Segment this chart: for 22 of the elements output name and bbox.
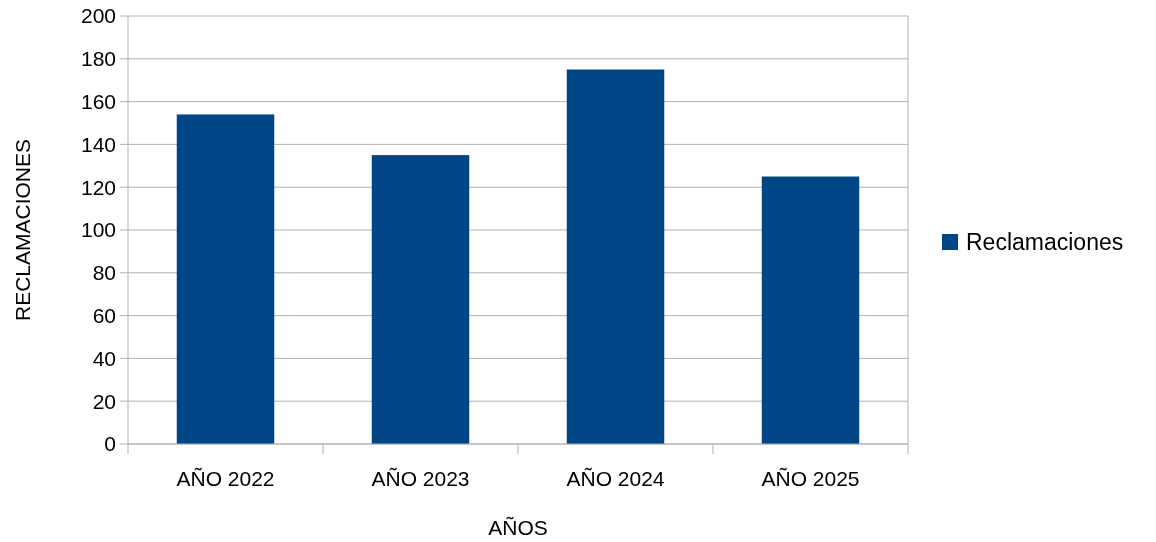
- bar: [761, 176, 860, 444]
- bar: [371, 155, 470, 444]
- y-tick-label: 180: [80, 47, 116, 71]
- x-axis-title: AÑOS: [488, 516, 548, 539]
- bar: [176, 114, 275, 444]
- y-tick-label: 160: [80, 89, 116, 113]
- bar: [566, 69, 665, 444]
- y-tick-label: 200: [80, 4, 116, 28]
- y-tick-label: 140: [80, 132, 116, 156]
- y-tick-label: 60: [92, 303, 116, 327]
- y-axis-title: RECLAMACIONES: [11, 138, 34, 322]
- x-tick-label: AÑO 2024: [566, 467, 665, 490]
- x-tick-label: AÑO 2023: [371, 467, 470, 490]
- y-tick-label: 20: [92, 389, 116, 413]
- x-tick-label: AÑO 2025: [761, 467, 860, 490]
- y-tick-label: 100: [80, 218, 116, 242]
- x-tick-label: AÑO 2022: [176, 467, 275, 490]
- y-tick-label: 120: [80, 175, 116, 199]
- y-tick-label: 80: [92, 261, 116, 285]
- y-tick-label: 40: [92, 346, 116, 370]
- legend-label: Reclamaciones: [966, 229, 1124, 256]
- y-tick-label: 0: [104, 432, 116, 456]
